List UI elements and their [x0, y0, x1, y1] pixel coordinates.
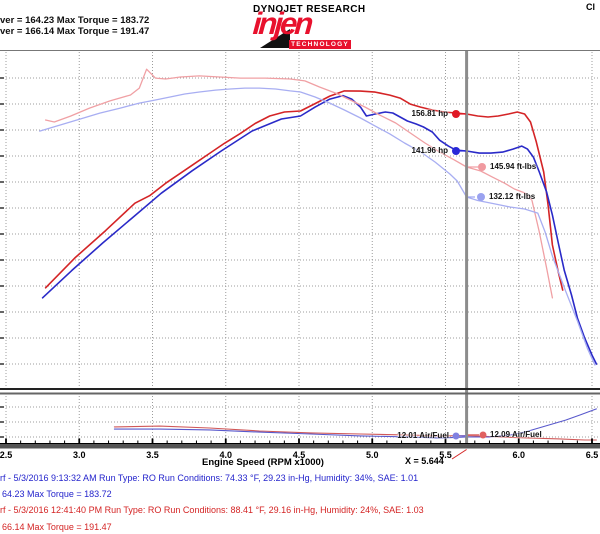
run-stats-blue: ver = 164.23 Max Torque = 183.72 — [0, 15, 150, 26]
x-tick-label-3.0: 3.0 — [72, 450, 86, 460]
logo-tagline: TECHNOLOGY — [291, 41, 349, 48]
cursor-readout-power-red: 156.81 hp — [411, 109, 448, 118]
run-info-line-red-1: rf - 5/3/2016 12:41:40 PM Run Type: RO R… — [0, 505, 424, 515]
run-info-line-blue-2: 64.23 Max Torque = 183.72 — [2, 489, 112, 499]
injen-logo: injen TECHNOLOGY — [252, 6, 357, 50]
logo-tagline-bar: TECHNOLOGY — [289, 40, 351, 49]
x-tick-label-6.5: 6.5 — [585, 450, 599, 460]
logo-wordmark: injen — [251, 6, 312, 41]
cursor-readout-afr-blue: 12.01 Air/Fuel — [397, 431, 449, 440]
x-tick-label-2.5: 2.5 — [0, 450, 13, 460]
cursor-position-label: X = 5.644 — [405, 456, 444, 466]
x-tick-label-3.5: 3.5 — [146, 450, 159, 460]
titlebar-fragment[interactable]: Cl — [586, 2, 595, 12]
run-info-line-blue-1: rf - 5/3/2016 9:13:32 AM Run Type: RO Ru… — [0, 473, 419, 483]
cursor-readout-torque-blue: 132.12 ft-lbs — [489, 192, 536, 201]
x-axis-title: Engine Speed (RPM x1000) — [202, 457, 324, 468]
x-tick-label-6.0: 6.0 — [512, 450, 525, 460]
cursor-readout-torque-red: 145.94 ft-lbs — [490, 162, 537, 171]
cursor-readout-afr-red: 12.09 Air/Fuel — [490, 430, 542, 439]
x-tick-label-5.5: 5.5 — [439, 450, 452, 460]
x-tick-label-5.0: 5.0 — [365, 450, 379, 460]
x-tick-label-4.0: 4.0 — [219, 450, 232, 460]
cursor-readout-power-blue: 141.96 hp — [411, 146, 448, 155]
run-info-line-red-2: 66.14 Max Torque = 191.47 — [2, 522, 112, 532]
x-tick-label-4.5: 4.5 — [292, 450, 306, 460]
run-stats-red: ver = 166.14 Max Torque = 191.47 — [0, 26, 150, 37]
dynojet-research-title: DYNOJET RESEARCH — [253, 4, 366, 15]
